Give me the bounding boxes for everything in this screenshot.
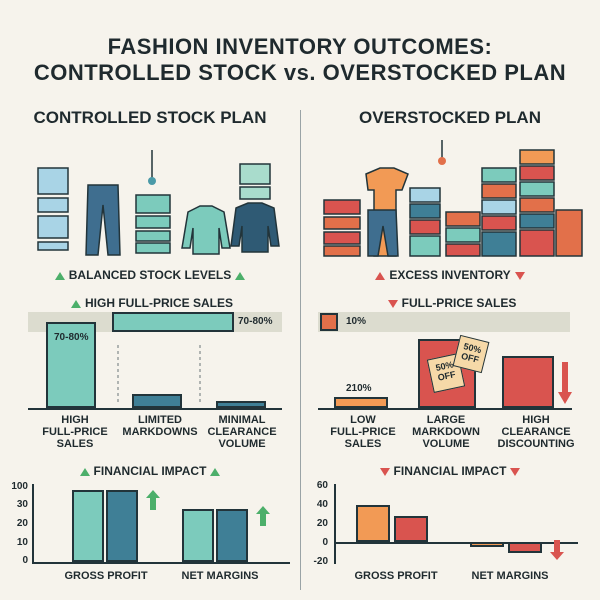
right-bars-baseline [318,408,572,410]
right-bar-label-0: LOW FULL-PRICE SALES [330,414,396,450]
right-bar-value-label: 210% [346,383,372,394]
left-bar-label-0: HIGH FULL-PRICE SALES [42,414,108,450]
left-bar-value-label: 70-80% [54,332,89,343]
left-bar-label-1: LIMITED MARKDOWNS [122,414,198,438]
left-stock-label-row: BALANCED STOCK LEVELS [0,268,300,282]
right-y-tick: 20 [316,518,328,529]
arrow-up-icon [375,271,386,280]
left-range-label: 70-80% [238,316,273,327]
column-divider [300,110,301,590]
arrow-up-icon [54,271,65,280]
left-financial-label: FINANCIAL IMPACT [93,464,207,478]
left-y-tick: 0 [22,555,28,566]
left-sales-bars [46,321,266,408]
left-fin-label-0: GROSS PROFIT [64,570,148,582]
right-fin-y-axis [334,484,336,564]
left-fin-y-axis [32,484,34,564]
right-stock-label-row: EXCESS INVENTORY [300,268,600,282]
left-dashed-guides [117,345,201,405]
right-financial-label: FINANCIAL IMPACT [393,464,507,478]
right-y-tick: 60 [316,480,328,491]
page-title-line1: FASHION INVENTORY OUTCOMES: [107,34,493,59]
down-arrow-icon [558,362,572,404]
page-title-line2: CONTROLLED STOCK vs. OVERSTOCKED PLAN [33,60,567,85]
left-fin-x-axis [32,562,290,564]
financial-bar [470,542,504,547]
left-y-tick: 100 [11,481,28,492]
right-bar-label-1: LARGE MARKDOWN VOLUME [412,414,480,450]
right-column-title: OVERSTOCKED PLAN [359,108,541,127]
arrow-up-icon [70,299,81,308]
left-bars-baseline [28,408,282,410]
arrow-down-icon [514,271,525,280]
right-financial-label-row: FINANCIAL IMPACT [300,464,600,478]
right-y-tick: 0 [322,537,328,548]
right-range-label: 10% [346,316,367,327]
left-stock-label: BALANCED STOCK LEVELS [68,268,232,282]
left-y-tick: 20 [16,518,28,529]
left-sales-label-row: HIGH FULL-PRICE SALES [0,296,300,310]
overstock-clothing-illustration [323,140,583,257]
financial-bar [182,509,214,562]
right-range-bar [320,313,338,331]
sales-bar [132,394,182,408]
down-arrow-icon [550,540,564,560]
financial-bar [72,489,104,562]
right-y-tick: -20 [313,556,328,567]
right-sales-label-row: FULL-PRICE SALES [300,296,600,310]
arrow-up-icon [79,467,90,476]
right-fin-label-1: NET MARGINS [471,570,549,582]
left-y-tick: 30 [16,499,28,510]
arrow-up-icon [210,467,221,476]
arrow-down-icon [387,299,398,308]
left-sales-label: HIGH FULL-PRICE SALES [84,296,233,310]
up-arrow-icon [256,506,270,526]
sales-bar [216,401,266,408]
financial-bar [394,515,428,542]
up-arrow-icon [146,490,160,510]
sales-bar [46,321,96,408]
left-financial-bars [72,489,248,562]
right-stock-label: EXCESS INVENTORY [389,268,511,282]
sales-bar [502,356,554,408]
controlled-clothing-illustration [37,150,280,256]
left-financial-label-row: FINANCIAL IMPACT [0,464,300,478]
arrow-down-icon [510,467,521,476]
right-fin-zero-axis [334,542,578,544]
arrow-down-icon [379,467,390,476]
right-y-tick: 40 [316,499,328,510]
left-fin-label-1: NET MARGINS [181,570,259,582]
arrow-up-icon [235,271,246,280]
financial-bar [106,489,138,562]
right-bar-label-2: HIGH CLEARANCE DISCOUNTING [497,414,575,450]
right-sales-label: FULL-PRICE SALES [401,296,517,310]
financial-bar [216,509,248,562]
sales-bar [334,396,388,408]
left-bar-label-2: MINIMAL CLEARANCE VOLUME [207,414,277,450]
left-column-title: CONTROLLED STOCK PLAN [33,108,267,127]
financial-bar [508,542,542,554]
left-range-bar [112,312,234,332]
financial-bar [356,504,390,542]
left-y-tick: 10 [16,537,28,548]
right-fin-label-0: GROSS PROFIT [354,570,438,582]
right-range-band [318,312,570,332]
